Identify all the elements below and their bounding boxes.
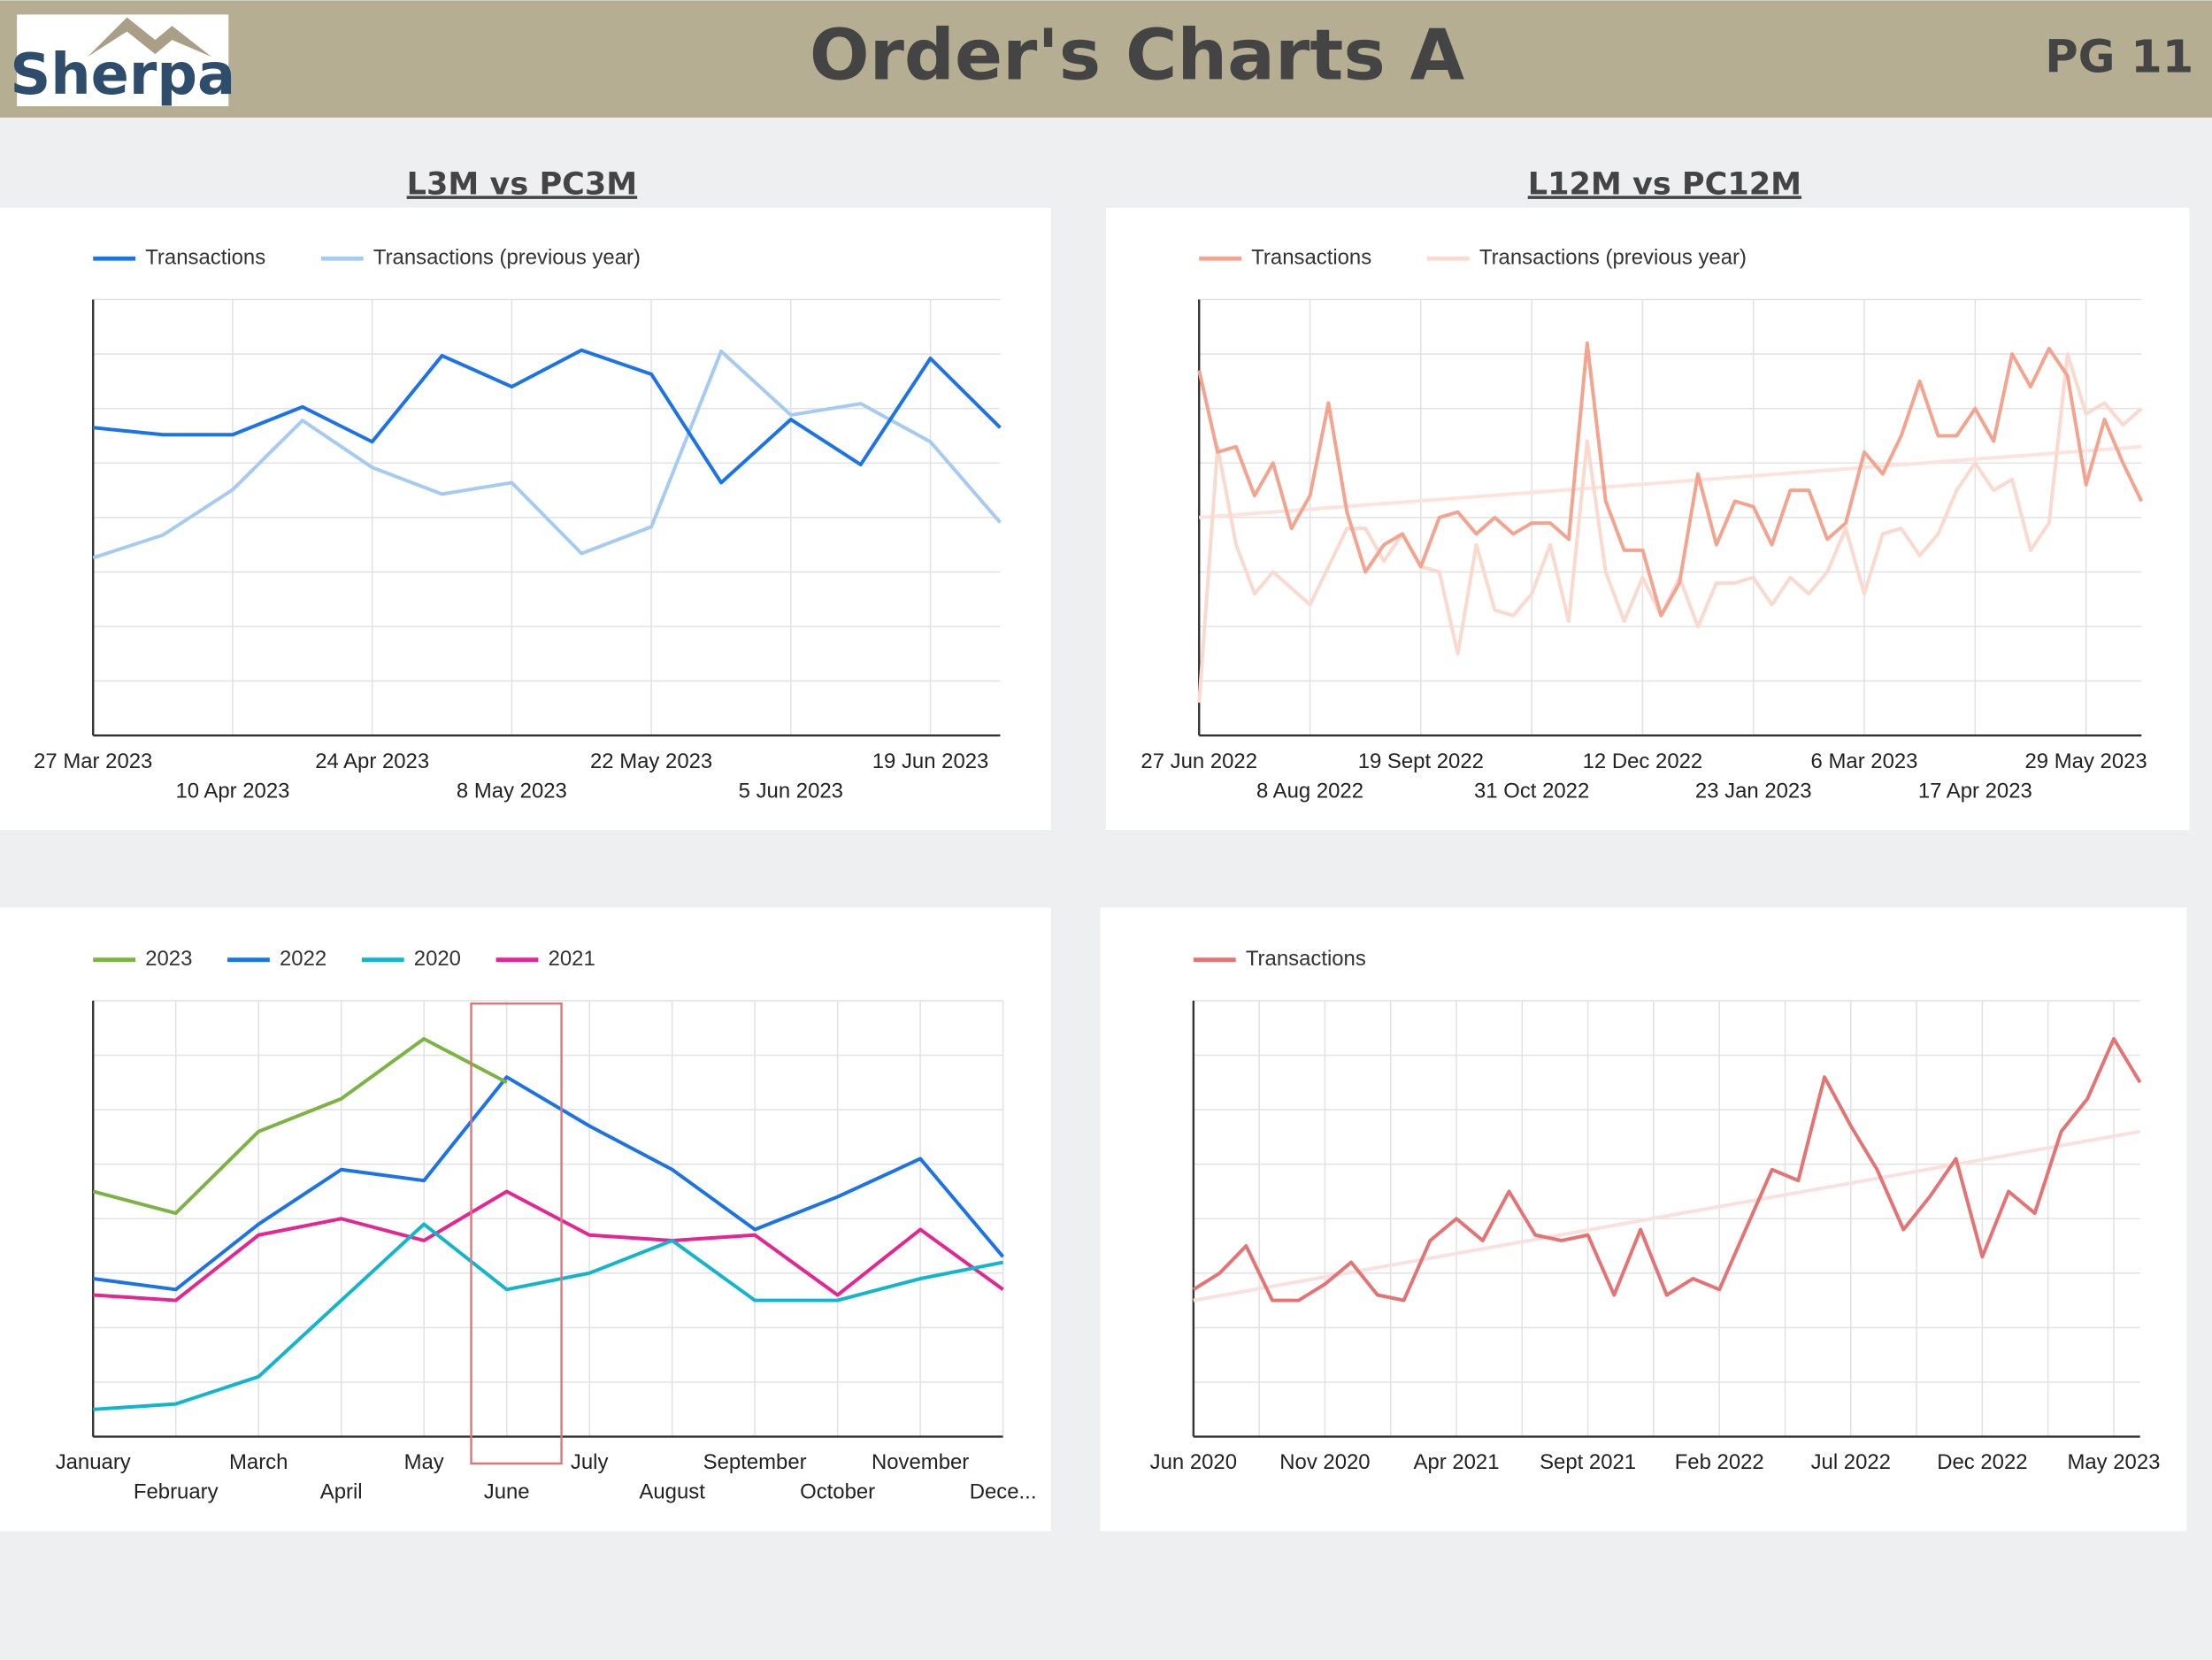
panel xyxy=(1106,207,2190,830)
x-tick-label: August xyxy=(639,1480,705,1504)
x-tick-label: Apr 2021 xyxy=(1414,1450,1500,1474)
panel xyxy=(0,207,1051,830)
trendline xyxy=(1193,1129,2141,1303)
x-tick-label: Feb 2022 xyxy=(1675,1450,1764,1474)
x-tick-label: 22 May 2023 xyxy=(590,749,712,773)
x-tick-label: September xyxy=(703,1450,807,1474)
legend-label: 2022 xyxy=(280,947,326,971)
x-tick-label: 17 Apr 2023 xyxy=(1918,779,2032,803)
series-line xyxy=(92,1036,508,1216)
legend-label: Transactions xyxy=(1246,947,1366,971)
legend-label: 2020 xyxy=(414,947,461,971)
x-tick-label: February xyxy=(134,1480,219,1504)
header-bar xyxy=(0,0,2212,118)
series-line xyxy=(93,348,1002,485)
x-tick-label: 8 Aug 2022 xyxy=(1256,779,1363,803)
series-line xyxy=(1192,1036,2142,1303)
x-tick-label: 19 Jun 2023 xyxy=(872,749,989,773)
x-tick-label: 10 Apr 2023 xyxy=(175,779,289,803)
x-tick-label: June xyxy=(484,1480,530,1504)
page-title: Order's Charts A xyxy=(810,13,1465,96)
legend-label: 2023 xyxy=(145,947,192,971)
legend-label: Transactions xyxy=(1251,246,1371,270)
x-tick-label: Nov 2020 xyxy=(1279,1450,1370,1474)
x-tick-label: July xyxy=(571,1450,609,1474)
series-line xyxy=(92,350,1002,560)
logo-mountain xyxy=(87,17,212,58)
series-line xyxy=(93,1189,1004,1303)
x-tick-label: Dec 2022 xyxy=(1937,1450,2027,1474)
series-line xyxy=(1197,341,2144,618)
legend-label: 2021 xyxy=(549,947,595,971)
series-line xyxy=(92,1075,1005,1292)
x-tick-label: October xyxy=(800,1480,875,1504)
x-tick-label: 8 May 2023 xyxy=(457,779,567,803)
legend-label: Transactions xyxy=(145,246,265,270)
x-tick-label: 19 Sept 2022 xyxy=(1358,749,1484,773)
x-tick-label: April xyxy=(320,1480,363,1504)
x-tick-label: 23 Jan 2023 xyxy=(1695,779,1812,803)
x-tick-label: 29 May 2023 xyxy=(2025,749,2147,773)
x-tick-label: Jun 2020 xyxy=(1150,1450,1237,1474)
trendline xyxy=(1199,444,2142,519)
x-tick-label: 24 Apr 2023 xyxy=(315,749,429,773)
page-number: PG 11 xyxy=(2045,31,2193,83)
x-tick-label: 27 Mar 2023 xyxy=(34,749,152,773)
x-tick-label: Jul 2022 xyxy=(1811,1450,1891,1474)
x-tick-label: 6 Mar 2023 xyxy=(1811,749,1918,773)
x-tick-label: May 2023 xyxy=(2067,1450,2160,1474)
legend-label: Transactions (previous year) xyxy=(1479,246,1747,270)
x-tick-label: 31 Oct 2022 xyxy=(1474,779,1589,803)
chart-title: L12M vs PC12M xyxy=(1528,165,1801,202)
chart-title: L3M vs PC3M xyxy=(407,165,638,202)
x-tick-label: November xyxy=(872,1450,969,1474)
legend-label: Transactions (previous year) xyxy=(373,246,641,270)
x-tick-label: Sept 2021 xyxy=(1540,1450,1636,1474)
x-tick-label: January xyxy=(56,1450,131,1474)
highlight-box xyxy=(470,1002,563,1465)
x-tick-label: May xyxy=(404,1450,444,1474)
x-tick-label: 12 Dec 2022 xyxy=(1583,749,1703,773)
x-tick-label: March xyxy=(229,1450,288,1474)
logo-text: Sherpa xyxy=(10,42,235,108)
series-line xyxy=(93,1222,1003,1411)
x-tick-label: 5 Jun 2023 xyxy=(739,779,843,803)
x-tick-label: Dece... xyxy=(970,1480,1037,1504)
x-tick-label: 27 Jun 2022 xyxy=(1141,749,1257,773)
